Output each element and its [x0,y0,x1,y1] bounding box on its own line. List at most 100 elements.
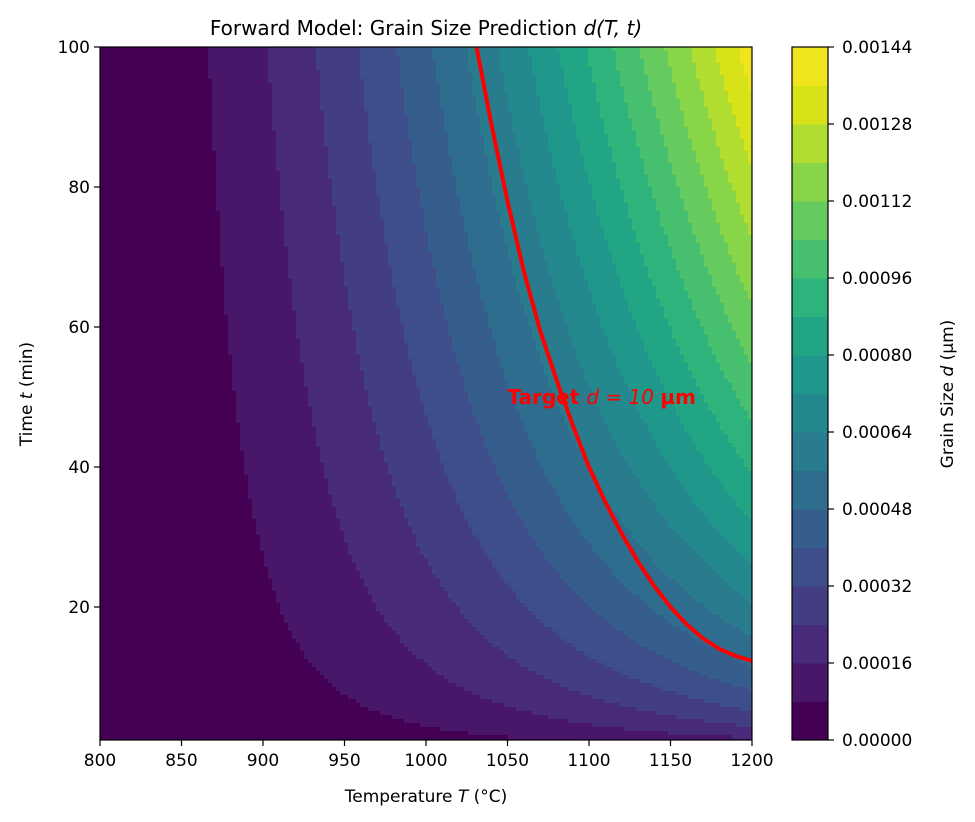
contour-band-cell [548,143,581,148]
contour-band-cell [344,275,393,280]
contour-band-cell [532,71,565,76]
contour-band-cell [560,635,629,640]
contour-band-cell [324,123,369,128]
contour-band-cell [676,339,709,344]
contour-band-cell [216,155,277,160]
contour-band-cell [344,267,393,272]
contour-band-cell [100,231,221,236]
contour-band-cell [224,303,293,308]
contour-band-cell [700,387,733,392]
contour-band-cell [608,423,649,428]
contour-band-cell [692,231,721,236]
contour-band-cell [312,411,373,416]
contour-band-cell [472,403,517,408]
contour-band-cell [716,359,749,364]
contour-band-cell [612,147,641,152]
contour-band-cell [100,495,249,500]
contour-band-cell [552,283,589,288]
contour-band-cell [352,323,405,328]
contour-band-cell [736,391,752,396]
contour-band-cell [644,547,693,552]
contour-band-cell [596,99,625,104]
contour-band-cell [708,403,741,408]
contour-band-cell [284,215,337,220]
contour-band-cell [224,283,293,288]
contour-band-cell [100,331,229,336]
contour-band-cell [100,339,229,344]
contour-band-cell [464,615,537,620]
x-axis-label-suffix: (°C) [468,787,507,807]
contour-band-cell [704,255,733,260]
contour-band-cell [480,119,513,124]
contour-band-cell [668,59,693,64]
contour-band-cell [640,483,685,488]
contour-band-cell [576,127,605,132]
contour-band-cell [532,711,657,716]
contour-band-cell [664,227,693,232]
contour-band-cell [492,179,525,184]
contour-band-cell [356,339,405,344]
contour-band-cell [556,491,605,496]
contour-band-cell [212,115,273,120]
contour-band-cell [624,291,657,296]
contour-band-cell [396,287,441,292]
contour-band-cell [100,139,213,144]
contour-band-cell [628,115,657,120]
contour-band-cell [304,363,361,368]
contour-band-cell [600,411,641,416]
contour-band-cell [516,135,549,140]
contour-band-cell [504,483,553,488]
contour-band-cell [100,479,249,484]
contour-band-cell [748,223,752,228]
contour-band-cell [552,387,593,392]
contour-band-cell [748,155,752,160]
contour-band-cell [652,283,685,288]
contour-band-cell [716,647,752,652]
contour-band-cell [388,467,445,472]
contour-band-cell [220,227,285,232]
contour-band-cell [524,523,577,528]
contour-band-cell [688,431,725,436]
contour-band-cell [620,447,661,452]
contour-band-cell [312,419,373,424]
contour-band-cell [632,399,673,404]
contour-band-cell [732,495,752,500]
contour-band-cell [256,531,345,536]
y-tick-label: 60 [68,318,90,338]
contour-band-cell [340,243,389,248]
contour-band-cell [348,307,401,312]
contour-band-cell [748,415,752,420]
contour-band-cell [736,335,752,340]
contour-band-cell [544,467,589,472]
contour-band-cell [428,663,521,668]
contour-band-cell [336,515,405,520]
contour-band-cell [100,467,245,472]
contour-band-cell [536,87,569,92]
contour-band-cell [636,235,669,240]
contour-band-cell [284,223,337,228]
contour-band-cell [524,519,573,524]
contour-band-cell [520,599,585,604]
contour-band-cell [292,303,349,308]
contour-band-cell [408,135,449,140]
contour-band-cell [528,47,557,52]
contour-band-cell [360,359,413,364]
contour-band-cell [748,75,752,80]
contour-band-cell [580,143,609,148]
contour-band-cell [368,111,405,116]
contour-band-cell [660,303,693,308]
contour-band-cell [388,463,445,468]
contour-band-cell [244,463,325,468]
contour-band-cell [636,539,685,544]
contour-band-cell [608,499,653,504]
contour-band-cell [724,651,752,656]
contour-band-cell [448,327,493,332]
contour-band-cell [700,171,729,176]
contour-band-cell [400,67,437,72]
contour-band-cell [220,235,285,240]
contour-band-cell [520,151,553,156]
contour-band-cell [100,147,213,152]
contour-band-cell [708,191,737,196]
contour-band-cell [532,55,561,60]
